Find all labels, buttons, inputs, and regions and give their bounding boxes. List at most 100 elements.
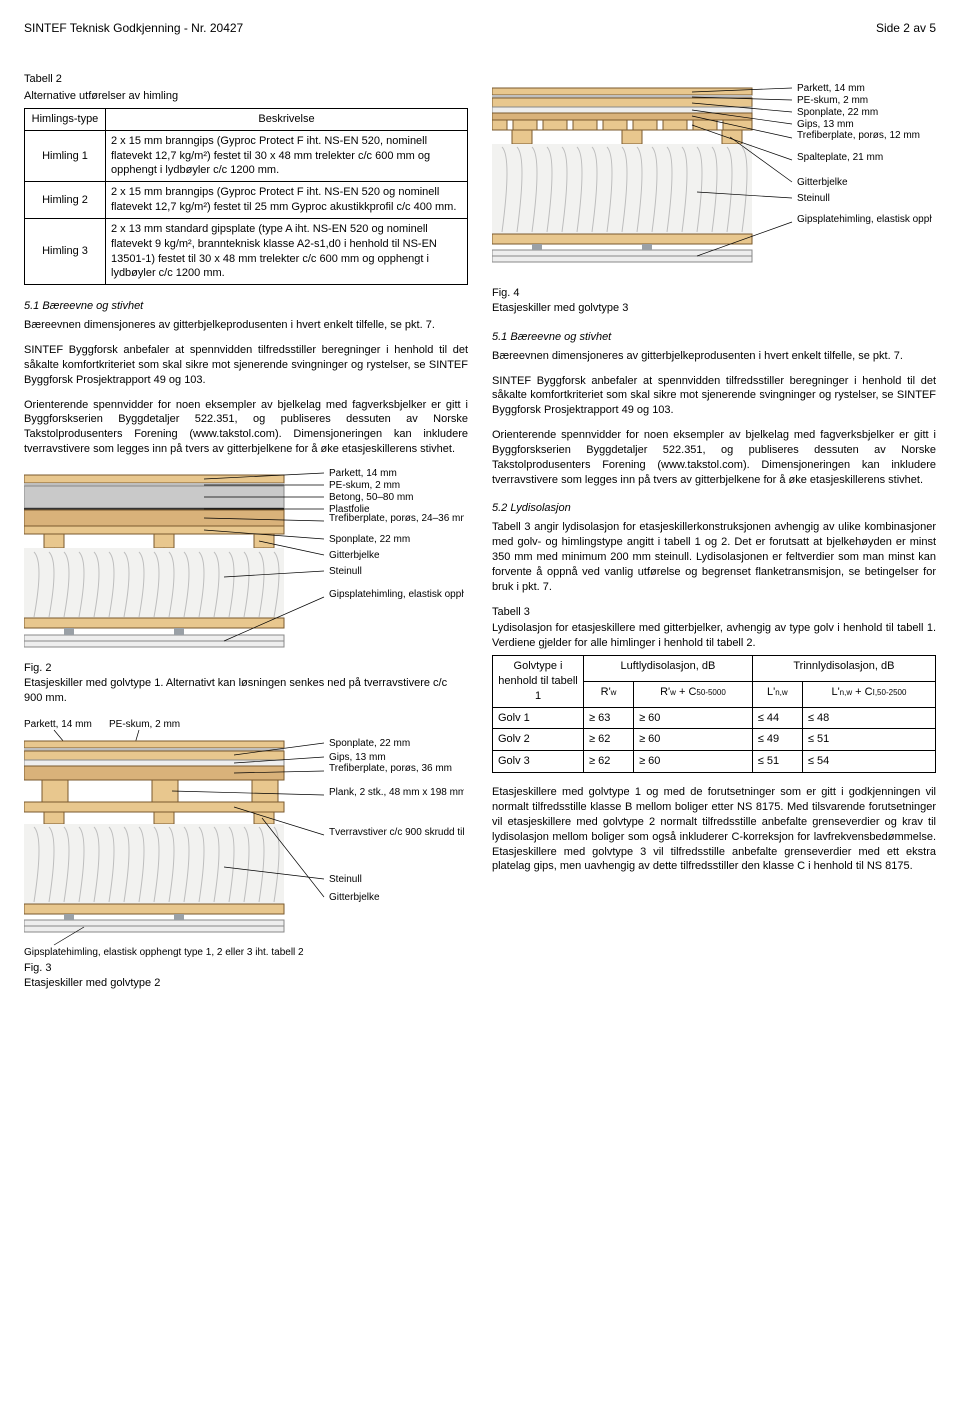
fig3-bottom: Gipsplatehimling, elastisk opphengt type… <box>24 947 304 957</box>
tbl3-r1c3: ≤ 49 <box>752 729 802 751</box>
fig2-a6: Gitterbjelke <box>329 550 380 561</box>
right-sec51-p1: Bæreevnen dimensjoneres av gitterbjelkep… <box>492 349 936 364</box>
fig3-t0: Parkett, 14 mm <box>24 719 92 730</box>
tbl3-s3: L'n,w + CI,50-2500 <box>802 681 935 707</box>
tbl2-h0: Himlings-type <box>25 108 106 130</box>
tbl2-r0c1: 2 x 15 mm branngips (Gyproc Protect F ih… <box>106 130 468 182</box>
fig3-r3: Plank, 2 stk., 48 mm x 198 mm på tverrav… <box>329 786 464 798</box>
fig4-a3: Gips, 13 mm <box>797 119 854 130</box>
table-row: Golvtype i henhold til tabell 1 Luftlydi… <box>493 656 936 682</box>
fig4-a6: Gitterbjelke <box>797 177 848 188</box>
fig4-a8: Gipsplatehimling, elastisk opphengt type… <box>797 214 932 225</box>
fig3-t1: PE-skum, 2 mm <box>109 719 180 730</box>
left-sec51-p2: SINTEF Byggforsk anbefaler at spennvidde… <box>24 343 468 388</box>
right-sec51-p2: SINTEF Byggforsk anbefaler at spennvidde… <box>492 374 936 419</box>
figure-3-svg: Parkett, 14 mm PE-skum, 2 mm <box>24 717 464 957</box>
table-row: Golv 2 ≥ 62 ≥ 60 ≤ 49 ≤ 51 <box>493 729 936 751</box>
right-sec51-title: 5.1 Bæreevne og stivhet <box>492 330 936 345</box>
fig2-a8: Gipsplatehimling, elastisk opphengt type… <box>329 589 464 600</box>
fig4-a7: Steinull <box>797 193 830 204</box>
fig3-r1: Gips, 13 mm <box>329 752 386 763</box>
tbl3-h2: Trinnlydisolasjon, dB <box>752 656 935 682</box>
fig3-r0: Sponplate, 22 mm <box>329 738 410 749</box>
table-row: Himling 1 2 x 15 mm branngips (Gyproc Pr… <box>25 130 468 182</box>
tbl3-s1: R'w + C50-5000 <box>634 681 753 707</box>
table-2: Himlings-type Beskrivelse Himling 1 2 x … <box>24 108 468 285</box>
right-sec52-p1: Tabell 3 angir lydisolasjon for etasjesk… <box>492 520 936 594</box>
right-sec52-title: 5.2 Lydisolasjon <box>492 501 936 516</box>
left-column: Tabell 2 Alternative utførelser av himli… <box>24 72 468 1003</box>
header-right: Side 2 av 5 <box>876 20 936 36</box>
table-row: Himlings-type Beskrivelse <box>25 108 468 130</box>
fig2-a0: Parkett, 14 mm <box>329 468 397 479</box>
fig4-a2: Sponplate, 22 mm <box>797 107 878 118</box>
page-header: SINTEF Teknisk Godkjenning - Nr. 20427 S… <box>24 20 936 36</box>
figure-2-svg: Parkett, 14 mm PE-skum, 2 mm Betong, 50–… <box>24 467 464 657</box>
tbl3-r2c4: ≤ 54 <box>802 751 935 773</box>
table-3: Golvtype i henhold til tabell 1 Luftlydi… <box>492 655 936 773</box>
header-left: SINTEF Teknisk Godkjenning - Nr. 20427 <box>24 20 243 36</box>
tbl2-h1: Beskrivelse <box>106 108 468 130</box>
fig4-a4: Trefiberplate, porøs, 12 mm <box>797 130 920 141</box>
tbl3-r0c1: ≥ 63 <box>584 707 634 729</box>
svg-text:Tverravstiver c/c 900 skrudd t: Tverravstiver c/c 900 skrudd til overgur… <box>329 827 464 838</box>
tbl3-r1c0: Golv 2 <box>493 729 584 751</box>
tbl2-r0c0: Himling 1 <box>25 130 106 182</box>
two-column-layout: Tabell 2 Alternative utførelser av himli… <box>24 72 936 1003</box>
tbl3-h1: Luftlydisolasjon, dB <box>584 656 753 682</box>
table-row: Golv 3 ≥ 62 ≥ 60 ≤ 51 ≤ 54 <box>493 751 936 773</box>
tbl3-r2c3: ≤ 51 <box>752 751 802 773</box>
tbl3-r1c2: ≥ 60 <box>634 729 753 751</box>
svg-text:Trefiberplate, porøs, 36 mm: Trefiberplate, porøs, 36 mm <box>329 763 452 774</box>
tbl3-r1c1: ≥ 62 <box>584 729 634 751</box>
fig2-a4: Trefiberplate, porøs, 24–36 mm <box>329 513 464 524</box>
fig2-a2: Betong, 50–80 mm <box>329 492 414 503</box>
tbl3-r1c4: ≤ 51 <box>802 729 935 751</box>
figure-2: Parkett, 14 mm PE-skum, 2 mm Betong, 50–… <box>24 467 468 657</box>
right-sec51-p3: Orienterende spennvidder for noen eksemp… <box>492 428 936 487</box>
fig3-r4: Tverravstiver c/c 900 skrudd til overgur… <box>329 827 464 838</box>
table-row: Himling 2 2 x 15 mm branngips (Gyproc Pr… <box>25 182 468 219</box>
right-p-after-tbl3: Etasjeskillere med golvtype 1 og med de … <box>492 785 936 874</box>
fig4-a1: PE-skum, 2 mm <box>797 95 868 106</box>
tbl2-caption: Alternative utførelser av himling <box>24 89 468 104</box>
tbl3-r0c2: ≥ 60 <box>634 707 753 729</box>
tbl3-title: Tabell 3 <box>492 605 936 620</box>
table-row: Himling 3 2 x 13 mm standard gipsplate (… <box>25 218 468 284</box>
tbl2-r2c0: Himling 3 <box>25 218 106 284</box>
fig3-caption: Etasjeskiller med golvtype 2 <box>24 977 160 989</box>
fig4-a5: Spalteplate, 21 mm <box>797 152 883 163</box>
fig2-label: Fig. 2 <box>24 662 52 674</box>
fig3-r6: Gitterbjelke <box>329 892 380 903</box>
svg-text:Gipsplatehimling, elastisk opp: Gipsplatehimling, elastisk opphengt type… <box>329 589 464 600</box>
tbl2-r1c1: 2 x 15 mm branngips (Gyproc Protect F ih… <box>106 182 468 219</box>
svg-text:Trefiberplate, porøs, 24–36 mm: Trefiberplate, porøs, 24–36 mm <box>329 513 464 524</box>
tbl2-r2c1: 2 x 13 mm standard gipsplate (type A iht… <box>106 218 468 284</box>
fig4-caption: Etasjeskiller med golvtype 3 <box>492 302 628 314</box>
svg-text:Trefiberplate, porøs, 12 mm: Trefiberplate, porøs, 12 mm <box>797 130 920 141</box>
fig3-r2: Trefiberplate, porøs, 36 mm <box>329 763 452 774</box>
tbl2-r1c0: Himling 2 <box>25 182 106 219</box>
tbl3-h0: Golvtype i henhold til tabell 1 <box>493 656 584 708</box>
table-row: Golv 1 ≥ 63 ≥ 60 ≤ 44 ≤ 48 <box>493 707 936 729</box>
fig2-a7: Steinull <box>329 566 362 577</box>
fig2-caption: Etasjeskiller med golvtype 1. Alternativ… <box>24 677 447 704</box>
figure-4: Parkett, 14 mm PE-skum, 2 mm Sponplate, … <box>492 82 936 282</box>
tbl3-r0c3: ≤ 44 <box>752 707 802 729</box>
fig2-caption-block: Fig. 2 Etasjeskiller med golvtype 1. Alt… <box>24 661 468 706</box>
left-sec51-p3: Orienterende spennvidder for noen eksemp… <box>24 398 468 457</box>
fig3-caption-block: Fig. 3 Etasjeskiller med golvtype 2 <box>24 961 468 991</box>
fig4-a0: Parkett, 14 mm <box>797 83 865 94</box>
tbl3-s2: L'n,w <box>752 681 802 707</box>
tbl3-r2c2: ≥ 60 <box>634 751 753 773</box>
tbl2-title: Tabell 2 <box>24 72 468 87</box>
tbl3-r2c0: Golv 3 <box>493 751 584 773</box>
tbl3-r0c0: Golv 1 <box>493 707 584 729</box>
svg-text:Gipsplatehimling, elastisk opp: Gipsplatehimling, elastisk opphengt type… <box>797 214 932 225</box>
fig3-label: Fig. 3 <box>24 962 52 974</box>
svg-text:Plank, 2 stk., 48 mm x 198 mm: Plank, 2 stk., 48 mm x 198 mm på tverrav… <box>329 786 464 798</box>
fig2-a5: Sponplate, 22 mm <box>329 534 410 545</box>
tbl3-r2c1: ≥ 62 <box>584 751 634 773</box>
tbl3-s0: R'w <box>584 681 634 707</box>
tbl3-caption: Lydisolasjon for etasjeskillere med gitt… <box>492 621 936 651</box>
